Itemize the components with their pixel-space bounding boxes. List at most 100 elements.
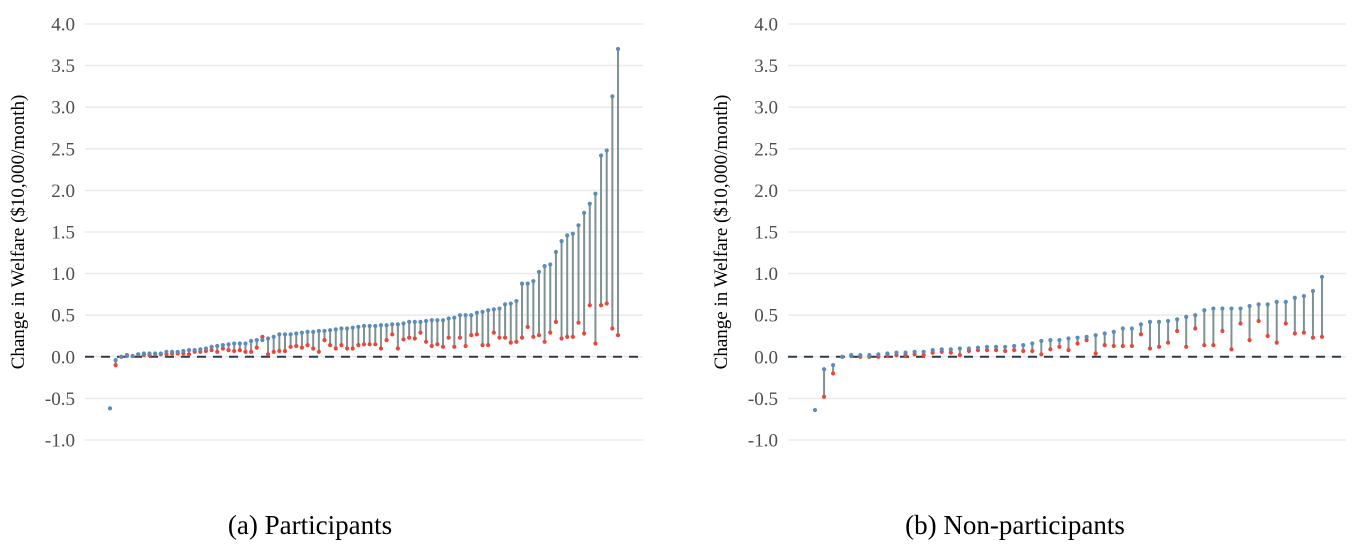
point-series-1 [1093, 333, 1098, 338]
point-series-1 [260, 338, 265, 343]
point-series-1 [570, 231, 575, 236]
point-series-1 [559, 239, 564, 244]
point-series-1 [1075, 335, 1080, 340]
point-series-1 [858, 353, 863, 358]
point-series-1 [407, 319, 412, 324]
point-series-2 [401, 337, 406, 342]
point-series-2 [344, 346, 350, 351]
point-series-1 [147, 351, 152, 356]
point-series-2 [1012, 348, 1017, 353]
point-series-1 [1175, 317, 1180, 322]
y-tick-label: 0.5 [51, 306, 75, 327]
point-series-1 [1202, 308, 1207, 313]
y-tick-label: 3.5 [51, 56, 75, 77]
point-series-1 [254, 338, 259, 343]
point-series-1 [1238, 306, 1243, 311]
point-series-2 [948, 350, 953, 355]
y-tick-label: 3.0 [51, 98, 75, 119]
point-series-1 [226, 342, 231, 347]
y-tick-label: 0.0 [754, 347, 778, 368]
point-series-1 [113, 358, 118, 363]
point-series-2 [469, 333, 474, 338]
point-series-2 [423, 339, 429, 344]
point-series-1 [418, 319, 423, 324]
point-series-1 [373, 323, 378, 329]
point-series-2 [418, 330, 423, 335]
point-series-1 [531, 278, 536, 284]
point-series-2 [1274, 340, 1279, 345]
point-series-1 [503, 302, 508, 307]
point-series-1 [237, 341, 242, 346]
point-series-2 [486, 343, 491, 348]
point-series-2 [339, 343, 344, 348]
point-series-1 [508, 301, 513, 306]
point-series-2 [249, 349, 254, 354]
panel-caption: (b) Non-participants [905, 510, 1125, 540]
point-series-2 [390, 332, 395, 337]
point-series-2 [1120, 343, 1125, 349]
point-series-1 [948, 347, 953, 352]
point-series-2 [615, 333, 621, 338]
point-series-2 [305, 343, 310, 348]
point-series-1 [966, 346, 972, 351]
point-series-2 [1265, 333, 1270, 339]
point-series-2 [350, 346, 355, 351]
point-series-2 [282, 348, 288, 354]
point-series-1 [957, 346, 962, 351]
y-tick-label: 2.5 [51, 139, 75, 160]
point-series-2 [1202, 343, 1207, 348]
point-series-2 [570, 334, 575, 339]
panel-participants: -1.0 -0.5 0.0 0.5 1.0 1.5 2.0 2.5 3.0 3.5 4.0 Chang… [8, 15, 643, 540]
point-series-1 [615, 46, 621, 52]
point-series-2 [1292, 331, 1297, 336]
point-series-2 [226, 348, 231, 353]
point-series-2 [921, 353, 926, 358]
point-series-2 [463, 343, 468, 349]
point-series-1 [339, 326, 344, 331]
panel-caption: (a) Participants [228, 510, 392, 540]
point-series-2 [474, 332, 479, 337]
y-tick-label: -1.0 [748, 431, 778, 452]
point-series-1 [1030, 341, 1035, 346]
point-series-2 [265, 352, 271, 357]
point-series-1 [1229, 306, 1234, 311]
point-series-2 [288, 344, 293, 349]
point-series-1 [367, 323, 372, 329]
point-series-1 [587, 201, 592, 206]
point-series-1 [141, 351, 146, 356]
point-series-1 [395, 322, 400, 327]
point-series-2 [322, 338, 327, 343]
point-series-1 [1274, 299, 1279, 304]
point-series-1 [903, 350, 908, 355]
point-series-1 [1021, 343, 1026, 348]
point-series-1 [1156, 319, 1162, 324]
point-series-2 [593, 341, 598, 346]
point-series-1 [536, 269, 542, 275]
point-series-1 [939, 347, 944, 352]
point-series-2 [440, 344, 446, 349]
point-series-2 [548, 330, 553, 335]
point-series-1 [192, 348, 197, 353]
point-series-1 [1084, 334, 1089, 339]
point-series-2 [435, 342, 440, 347]
y-tick-label: 2.5 [754, 139, 778, 160]
point-series-2 [1057, 344, 1062, 349]
point-series-1 [1265, 302, 1270, 307]
point-series-2 [508, 340, 513, 345]
point-series-2 [254, 345, 259, 350]
point-series-2 [1193, 326, 1198, 331]
point-series-2 [1220, 328, 1225, 334]
point-series-2 [519, 335, 525, 340]
point-series-1 [469, 313, 474, 318]
point-series-2 [582, 331, 587, 336]
point-series-2 [1102, 343, 1107, 348]
y-axis-label: Change in Welfare ($10,000/month) [8, 95, 29, 370]
point-series-2 [1048, 347, 1053, 352]
point-series-2 [514, 339, 519, 344]
point-series-1 [158, 351, 163, 356]
point-series-2 [1310, 335, 1316, 340]
point-series-2 [361, 342, 367, 347]
point-series-2 [446, 335, 451, 340]
point-series-2 [1247, 338, 1252, 343]
y-tick-label: 3.0 [754, 98, 778, 119]
